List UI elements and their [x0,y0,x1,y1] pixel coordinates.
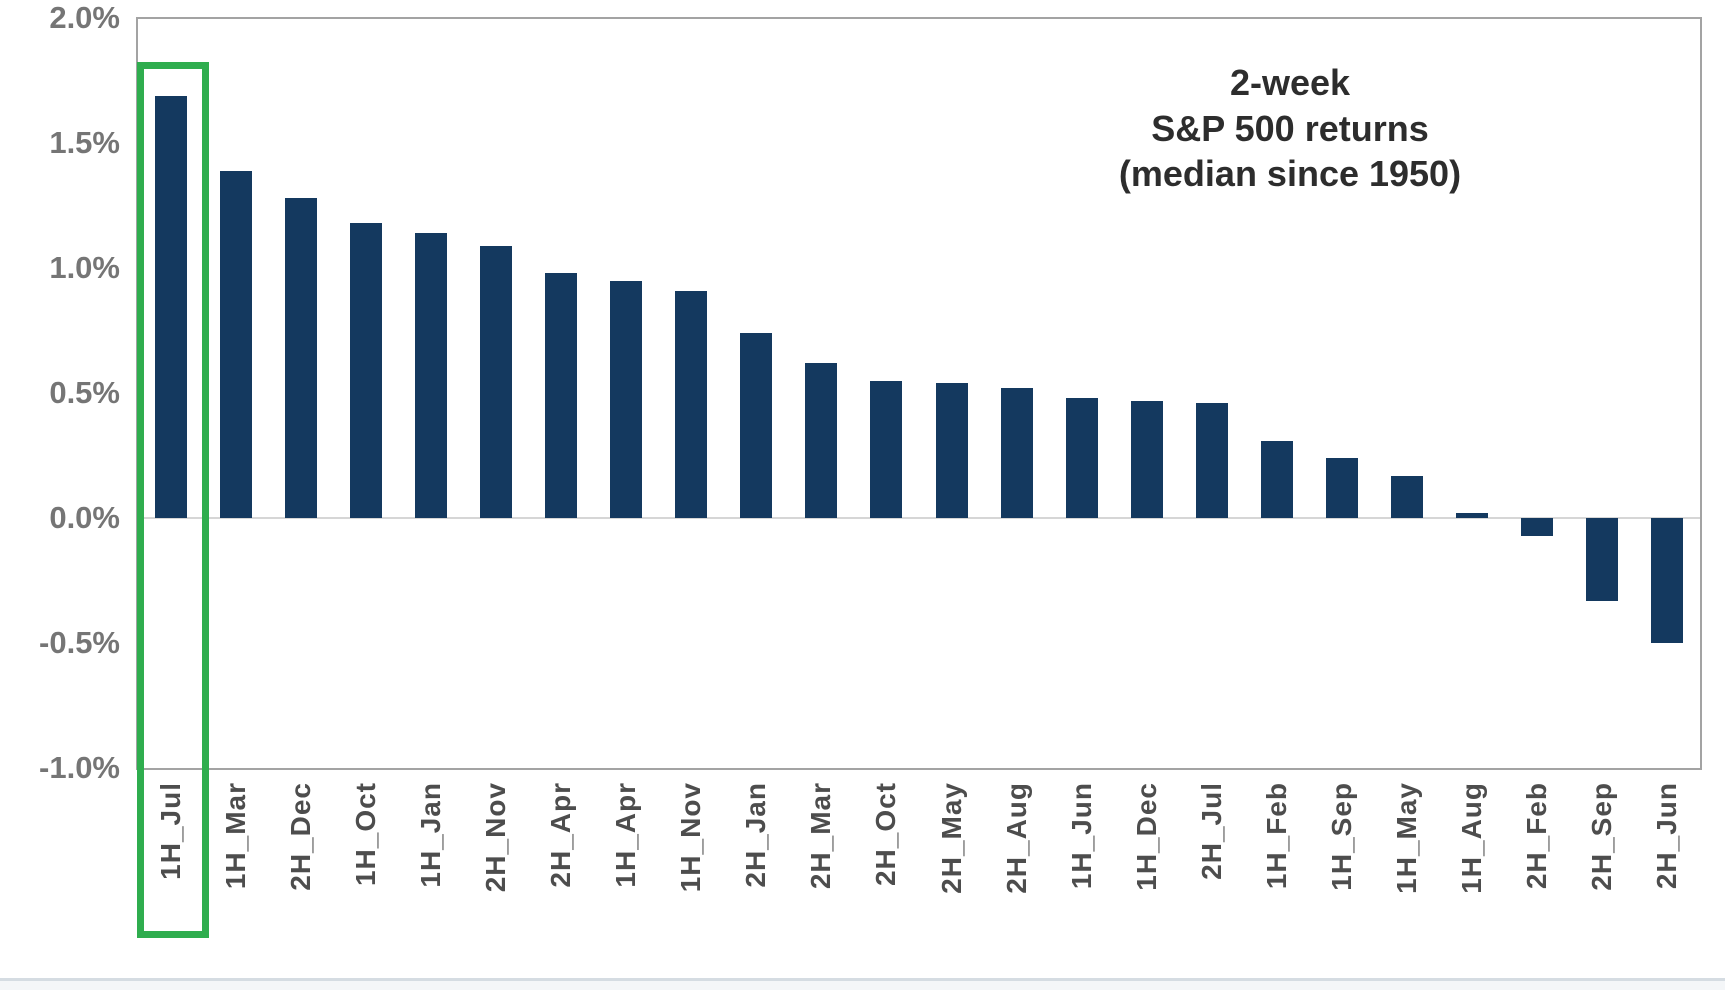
bar-2H_Oct [870,380,903,518]
bar-1H_Mar [219,170,252,518]
x-tick-label: 1H_Jan [414,782,446,888]
x-tick-label: 1H_Feb [1260,782,1292,890]
x-tick-label: 2H_Jan [740,782,772,888]
x-tick-label: 1H_Mar [219,782,251,890]
y-tick-label: 1.0% [49,250,120,285]
footer-strip [0,981,1725,990]
x-tick-label: 2H_Sep [1586,782,1618,891]
x-tick-label: 1H_Nov [675,782,707,893]
x-tick-label: 2H_Jun [1651,782,1683,890]
bar-1H_Aug [1456,513,1489,518]
x-tick-label: 1H_Jun [1065,782,1097,890]
highlight-box [136,62,209,938]
bar-1H_Sep [1326,458,1359,518]
y-tick-label: 0.5% [49,375,120,410]
x-tick-label: 1H_Sep [1326,782,1358,891]
x-tick-label: 2H_Oct [870,782,902,887]
x-tick-label: 1H_Dec [1130,782,1162,891]
bar-1H_Nov [675,290,708,518]
y-tick-label: -1.0% [39,750,120,785]
bar-2H_Jul [1195,403,1228,518]
bar-2H_Jan [740,333,773,518]
bar-2H_Jun [1651,518,1684,643]
bar-2H_Mar [805,363,838,518]
y-tick-label: 1.5% [49,125,120,160]
x-tick-label: 2H_Feb [1521,782,1553,890]
bar-1H_Jan [414,233,447,518]
x-tick-label: 1H_Oct [349,782,381,887]
bottom-divider [0,978,1725,981]
bar-2H_Sep [1586,518,1619,601]
x-tick-label: 2H_Dec [284,782,316,891]
x-tick-label: 2H_Jul [1195,782,1227,880]
x-tick-label: 1H_Apr [610,782,642,888]
zero-baseline [138,517,1700,519]
bar-2H_Aug [1000,388,1033,518]
y-tick-label: 2.0% [49,0,120,35]
x-tick-label: 2H_Nov [479,782,511,893]
bar-2H_Nov [479,245,512,518]
chart-title: 2-week S&P 500 returns (median since 195… [1118,62,1462,195]
bar-1H_Jun [1065,398,1098,518]
bar-1H_Oct [349,223,382,518]
bar-2H_May [935,383,968,518]
x-tick-label: 2H_Aug [1000,782,1032,894]
bar-1H_Apr [610,280,643,518]
x-tick-label: 2H_Apr [545,782,577,888]
bar-1H_Jul [154,95,187,518]
y-tick-label: -0.5% [39,625,120,660]
y-tick-label: 0.0% [49,500,120,535]
x-tick-label: 1H_May [1391,782,1423,894]
bar-2H_Feb [1521,518,1554,536]
bar-2H_Dec [284,198,317,518]
x-tick-label: 2H_May [935,782,967,894]
x-tick-label: 2H_Mar [805,782,837,890]
bar-1H_Dec [1130,400,1163,518]
bar-2H_Apr [545,273,578,518]
x-tick-label: 1H_Aug [1456,782,1488,894]
bar-1H_Feb [1260,440,1293,518]
bar-1H_May [1391,475,1424,518]
